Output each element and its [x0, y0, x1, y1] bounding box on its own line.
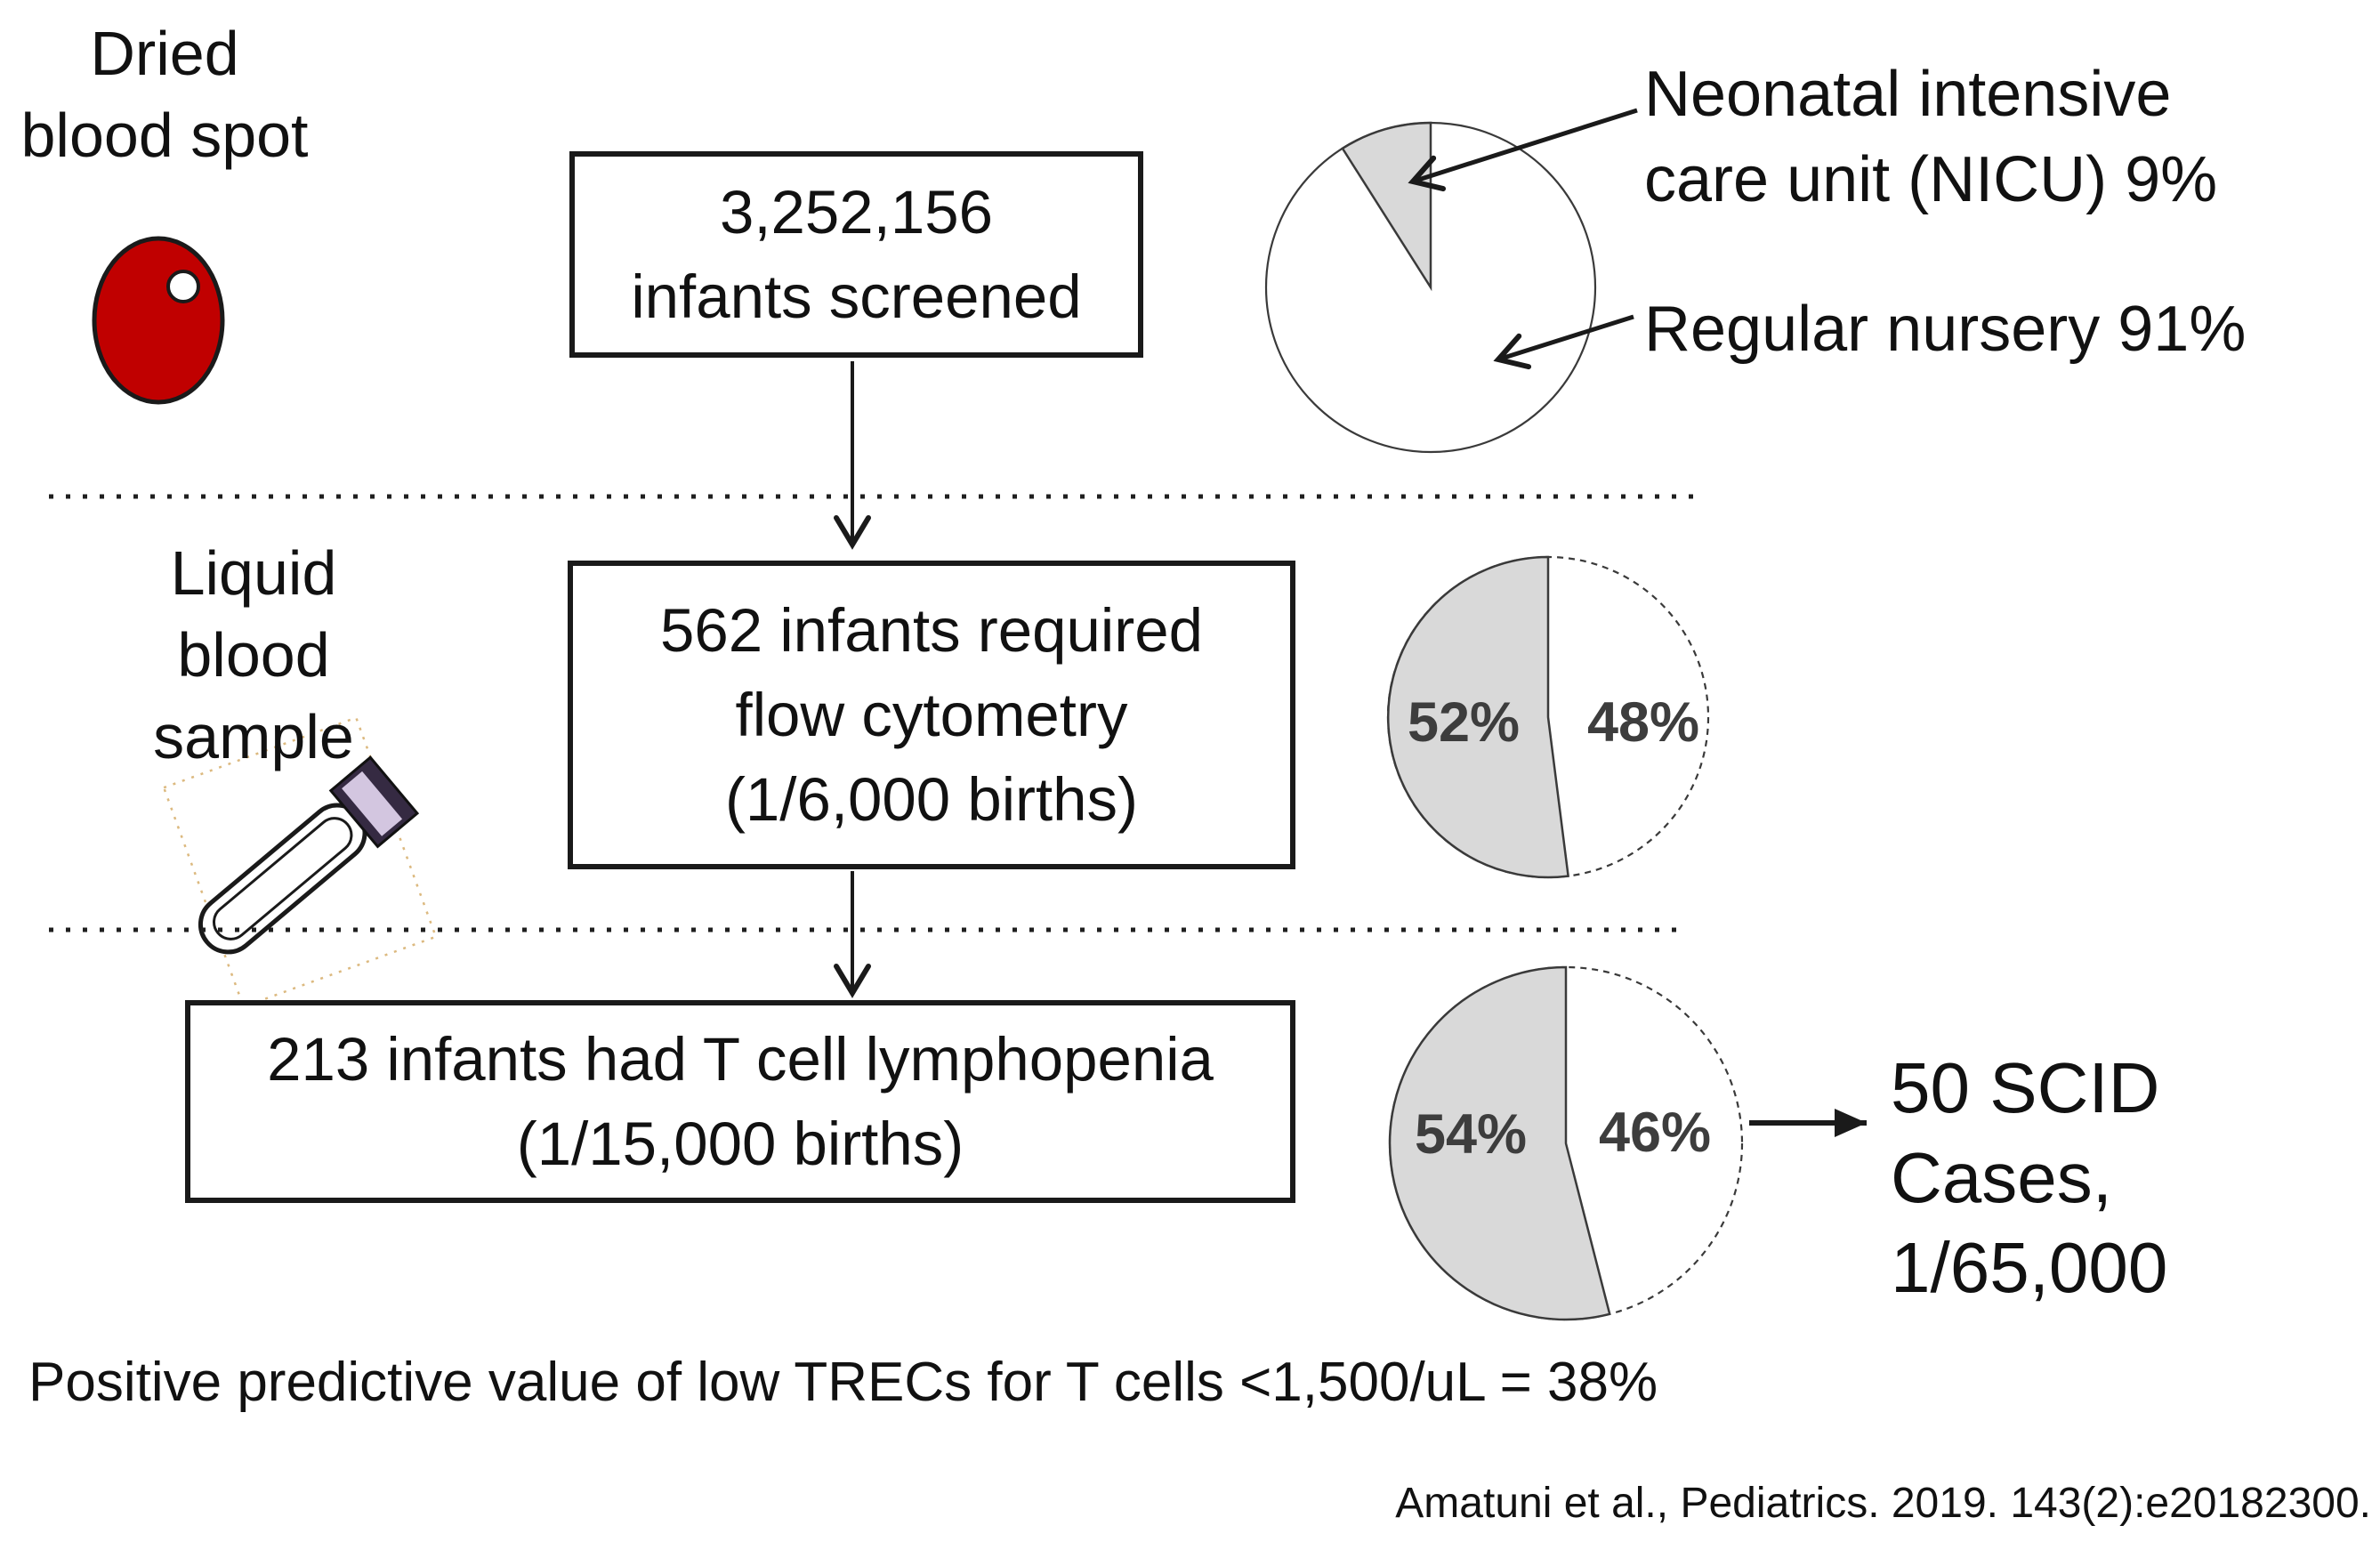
screening-location-pie-chart	[1264, 121, 1597, 454]
dried-blood-spot-icon	[92, 236, 225, 405]
dried-blood-spot-label-line1: Dried	[90, 19, 239, 88]
selection-outline	[162, 715, 438, 1009]
lymphopenia-pie-gray-percent-label: 54%	[1414, 1103, 1528, 1166]
lymphopenia-pie-white-percent-label: 46%	[1598, 1102, 1712, 1164]
infants-screened-caption: infants screened	[631, 262, 1082, 331]
ppv-note: Positive predictive value of low TRECs f…	[28, 1352, 1658, 1413]
lymphopenia-pie-chart	[1388, 965, 1744, 1321]
lymphopenia-box: 213 infants had T cell lymphopenia (1/15…	[185, 1000, 1295, 1203]
liquid-blood-sample-label-line3: sample	[153, 702, 354, 771]
flow-cytometry-box: 562 infants required flow cytometry (1/6…	[568, 561, 1295, 869]
test-tube-icon	[162, 715, 438, 1009]
lymphopenia-line2: (1/15,000 births)	[516, 1110, 964, 1178]
infants-screened-box: 3,252,156 infants screened	[569, 151, 1143, 358]
scid-cases-line1: 50 SCID	[1891, 1048, 2160, 1127]
liquid-blood-sample-label-line1: Liquid	[170, 538, 337, 608]
nursery-callout-label: Regular nursery 91%	[1644, 294, 2247, 365]
arrow-nicu-callout	[1408, 108, 1638, 192]
scid-cases-line2: Cases,	[1891, 1138, 2112, 1217]
flow-cytometry-line1: 562 infants required	[660, 596, 1203, 665]
liquid-blood-sample-label-line2: blood	[177, 620, 330, 690]
scid-cases-line3: 1/65,000	[1891, 1228, 2168, 1307]
dried-blood-spot-label: Dried blood spot	[18, 12, 311, 176]
arrow-nursery-callout	[1493, 314, 1634, 370]
scid-cases-label: 50 SCID Cases, 1/65,000	[1891, 1043, 2167, 1312]
nicu-callout-line2: care unit (NICU) 9%	[1644, 144, 2218, 215]
citation: Amatuni et al., Pediatrics. 2019. 143(2)…	[1395, 1480, 2371, 1527]
nicu-callout-line1: Neonatal intensive	[1644, 59, 2172, 130]
flow-pie-white-percent-label: 48%	[1586, 691, 1700, 754]
flow-cytometry-pie-chart	[1386, 555, 1710, 879]
infants-screened-count: 3,252,156	[720, 178, 993, 246]
flow-cytometry-line2: flow cytometry	[735, 681, 1128, 749]
nicu-callout-label: Neonatal intensive care unit (NICU) 9%	[1644, 52, 2217, 222]
dried-blood-spot-label-line2: blood spot	[20, 101, 309, 170]
flow-pie-gray-percent-label: 52%	[1407, 691, 1521, 754]
test-tube-cap-band	[342, 771, 403, 836]
flow-cytometry-line3: (1/6,000 births)	[724, 765, 1139, 834]
liquid-blood-sample-label: Liquid blood sample	[120, 532, 387, 778]
blood-spot-highlight	[166, 270, 200, 303]
lymphopenia-line1: 213 infants had T cell lymphopenia	[267, 1025, 1214, 1094]
